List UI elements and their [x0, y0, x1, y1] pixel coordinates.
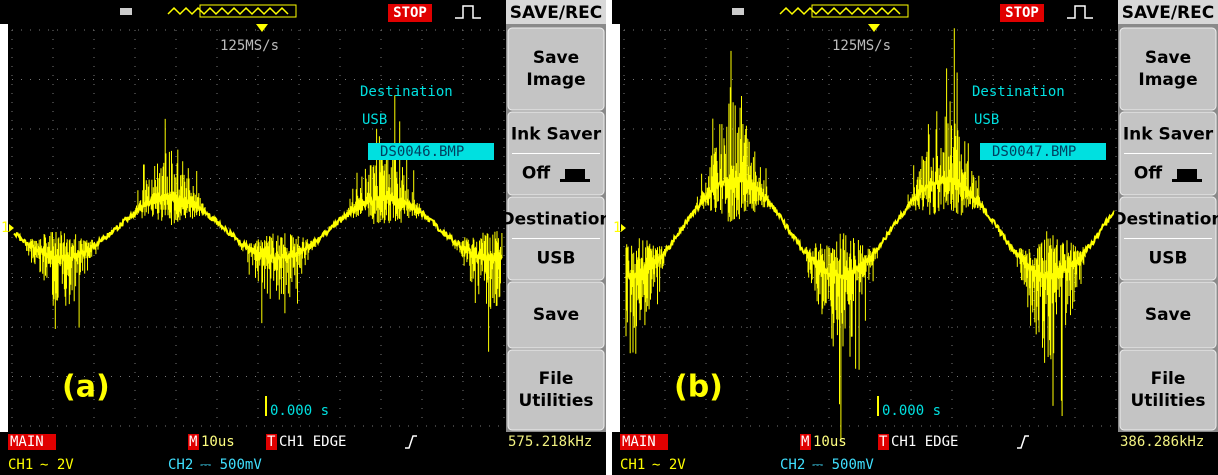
menu-button-text: Save: [1145, 48, 1191, 68]
channel-marker: 1: [1, 220, 9, 236]
status: STOP: [393, 5, 427, 21]
trigger-time: 0.000 s: [270, 403, 329, 419]
trigger: CH1 EDGE: [891, 434, 958, 450]
frequency: 575.218kHz: [508, 434, 592, 450]
mode: MAIN: [10, 434, 44, 450]
menu-button-text: Utilities: [518, 391, 593, 411]
menu-title: SAVE/REC: [1122, 3, 1214, 23]
page-body: SAVE/REC STOP 125MS/s 1 Destination USB DS0046…: [0, 0, 1218, 475]
usb-icon: [120, 8, 132, 15]
sample-rate: 125MS/s: [220, 38, 279, 54]
menu-button-text: Ink Saver: [1123, 124, 1214, 144]
menu-button-value: USB: [1148, 248, 1187, 268]
menu-button-text: Save: [533, 305, 579, 325]
ch1: CH1: [8, 457, 33, 473]
destination-value: USB: [974, 112, 999, 128]
trigger-time: 0.000 s: [882, 403, 941, 419]
menu-title: SAVE/REC: [510, 3, 602, 23]
ch2: CH2: [168, 457, 193, 473]
filename: DS0047.BMP: [992, 144, 1076, 160]
menu-button-value: Off: [1134, 163, 1162, 183]
ch2-scale: ⎓ 500mV: [812, 457, 874, 473]
channel-marker: 1: [613, 220, 621, 236]
panel-label: (b): [674, 370, 723, 405]
menu-button-text: Save: [533, 48, 579, 68]
timebase-icon: M: [801, 434, 809, 450]
menu-button-text: Image: [1138, 70, 1197, 90]
usb-icon: [732, 8, 744, 15]
page: Oscilloscope screenshots {"panels": [ {"…: [0, 0, 1218, 475]
menu-button[interactable]: [508, 28, 604, 110]
frequency: 386.286kHz: [1120, 434, 1204, 450]
menu-button-text: File: [1151, 369, 1186, 389]
ch1: CH1: [620, 457, 645, 473]
menu-button-text: Destination: [1112, 209, 1218, 229]
status: STOP: [1005, 5, 1039, 21]
sample-rate: 125MS/s: [832, 38, 891, 54]
filename: DS0046.BMP: [380, 144, 464, 160]
destination-title: Destination: [360, 84, 453, 100]
destination-value: USB: [362, 112, 387, 128]
menu-button[interactable]: [508, 350, 604, 430]
menu-button-text: Save: [1145, 305, 1191, 325]
menu-button-text: File: [539, 369, 574, 389]
scope-panel: SAVE/REC STOP 125MS/s 1 Destination USB DS0046…: [0, 0, 606, 475]
ch1-scale: ∼ 2V: [652, 457, 686, 473]
ch1-scale: ∼ 2V: [40, 457, 74, 473]
timebase: 10us: [201, 434, 235, 450]
menu-button-text: Image: [526, 70, 585, 90]
trigger-icon: T: [267, 434, 276, 450]
menu-button-text: Utilities: [1130, 391, 1205, 411]
panel-label: (a): [62, 370, 110, 405]
ch2-scale: ⎓ 500mV: [200, 457, 262, 473]
menu-button[interactable]: [1120, 28, 1216, 110]
ch2: CH2: [780, 457, 805, 473]
menu-button-text: Ink Saver: [511, 124, 602, 144]
menu-button-value: Off: [522, 163, 550, 183]
trigger-icon: T: [879, 434, 888, 450]
trigger: CH1 EDGE: [279, 434, 346, 450]
scope-panel: SAVE/REC STOP 125MS/s 1 Destination USB DS0047…: [612, 0, 1218, 475]
timebase: 10us: [813, 434, 847, 450]
menu-button-value: USB: [536, 248, 575, 268]
menu-button-text: Destination: [500, 209, 606, 229]
destination-title: Destination: [972, 84, 1065, 100]
timebase-icon: M: [189, 434, 197, 450]
menu-button[interactable]: [1120, 350, 1216, 430]
mode: MAIN: [622, 434, 656, 450]
